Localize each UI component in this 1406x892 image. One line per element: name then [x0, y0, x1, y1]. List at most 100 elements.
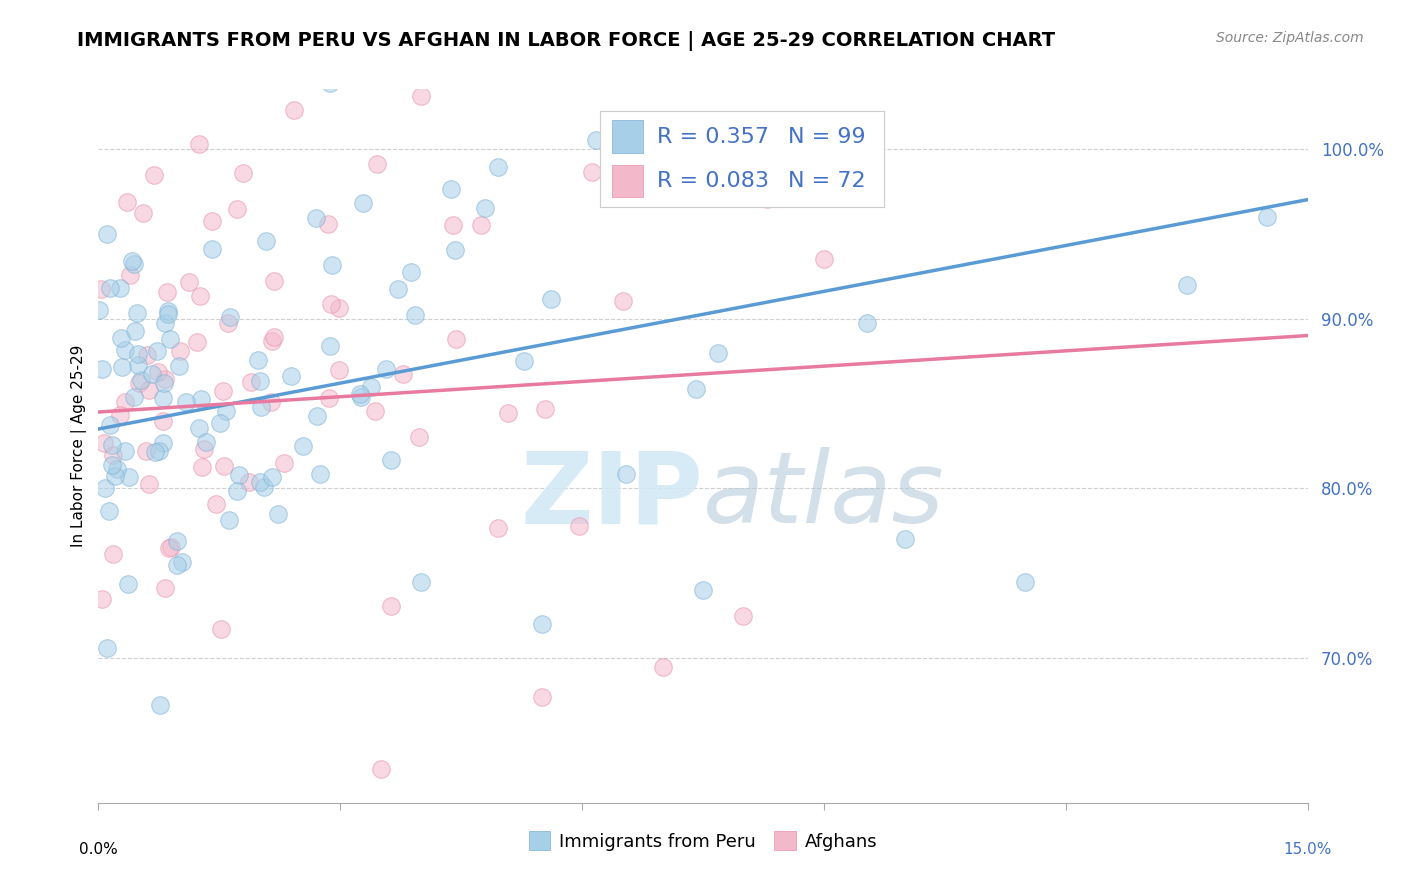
Point [191, 459, 214, 474]
Point [122, 257, 145, 271]
Point [132, 206, 155, 220]
Point [568, 519, 591, 533]
Point [121, 254, 143, 268]
Point [283, 103, 305, 117]
Point [215, 404, 238, 418]
Point [153, 376, 176, 391]
Point [127, 306, 149, 320]
Point [246, 353, 269, 368]
Point [409, 574, 432, 589]
Point [101, 448, 124, 462]
Point [98, 280, 121, 294]
Point [733, 608, 755, 623]
Point [190, 392, 212, 406]
Point [91, 362, 114, 376]
Point [328, 301, 350, 315]
Point [127, 358, 149, 372]
Point [166, 558, 188, 573]
Point [152, 391, 174, 405]
Point [530, 617, 553, 632]
Point [411, 89, 433, 103]
Point [612, 293, 634, 308]
Point [486, 520, 509, 534]
Point [160, 540, 183, 554]
Point [174, 395, 197, 409]
Point [146, 344, 169, 359]
Point [380, 452, 402, 467]
Point [110, 408, 132, 422]
Point [321, 258, 343, 272]
Text: ZIP: ZIP [520, 448, 703, 544]
Point [685, 382, 707, 396]
Point [135, 443, 157, 458]
Point [444, 243, 467, 257]
Point [1256, 210, 1278, 224]
Point [117, 577, 139, 591]
Point [470, 218, 492, 232]
Point [166, 534, 188, 549]
Point [392, 367, 415, 381]
Point [614, 467, 637, 481]
Point [217, 317, 239, 331]
Point [260, 334, 283, 349]
Point [157, 306, 180, 320]
Text: 0.0%: 0.0% [79, 842, 118, 856]
Point [93, 435, 115, 450]
Point [349, 386, 371, 401]
Point [124, 324, 146, 338]
Point [90, 282, 112, 296]
Point [157, 541, 180, 555]
Point [441, 219, 464, 233]
Point [581, 165, 603, 179]
Point [98, 504, 121, 518]
Point [152, 436, 174, 450]
Point [219, 310, 242, 324]
Point [152, 414, 174, 428]
Point [756, 192, 779, 206]
Point [444, 332, 467, 346]
Point [149, 698, 172, 712]
Point [141, 368, 163, 382]
Point [513, 354, 536, 368]
Point [201, 214, 224, 228]
Point [91, 591, 114, 606]
Point [226, 202, 249, 216]
Point [319, 339, 342, 353]
Point [380, 599, 402, 614]
Point [170, 555, 193, 569]
Point [374, 361, 396, 376]
Point [159, 332, 181, 346]
Point [280, 369, 302, 384]
Point [96, 641, 118, 656]
Point [212, 459, 235, 474]
Point [370, 762, 392, 776]
Point [117, 470, 139, 484]
Point [156, 285, 179, 299]
Point [249, 475, 271, 489]
Point [249, 375, 271, 389]
Point [267, 507, 290, 521]
Text: IMMIGRANTS FROM PERU VS AFGHAN IN LABOR FORCE | AGE 25-29 CORRELATION CHART: IMMIGRANTS FROM PERU VS AFGHAN IN LABOR … [77, 31, 1056, 51]
Point [188, 136, 211, 151]
Point [360, 380, 382, 394]
Point [101, 438, 124, 452]
Point [813, 252, 835, 266]
Point [96, 227, 118, 242]
Point [142, 169, 165, 183]
Point [128, 376, 150, 390]
Point [585, 133, 607, 147]
Point [534, 401, 557, 416]
Point [218, 513, 240, 527]
Point [856, 317, 879, 331]
Point [228, 468, 250, 483]
Point [138, 384, 160, 398]
Point [114, 394, 136, 409]
Point [169, 343, 191, 358]
Point [114, 444, 136, 458]
Point [707, 346, 730, 360]
Point [138, 477, 160, 491]
Point [143, 445, 166, 459]
Point [114, 343, 136, 357]
Point [709, 128, 731, 142]
Point [153, 372, 176, 386]
